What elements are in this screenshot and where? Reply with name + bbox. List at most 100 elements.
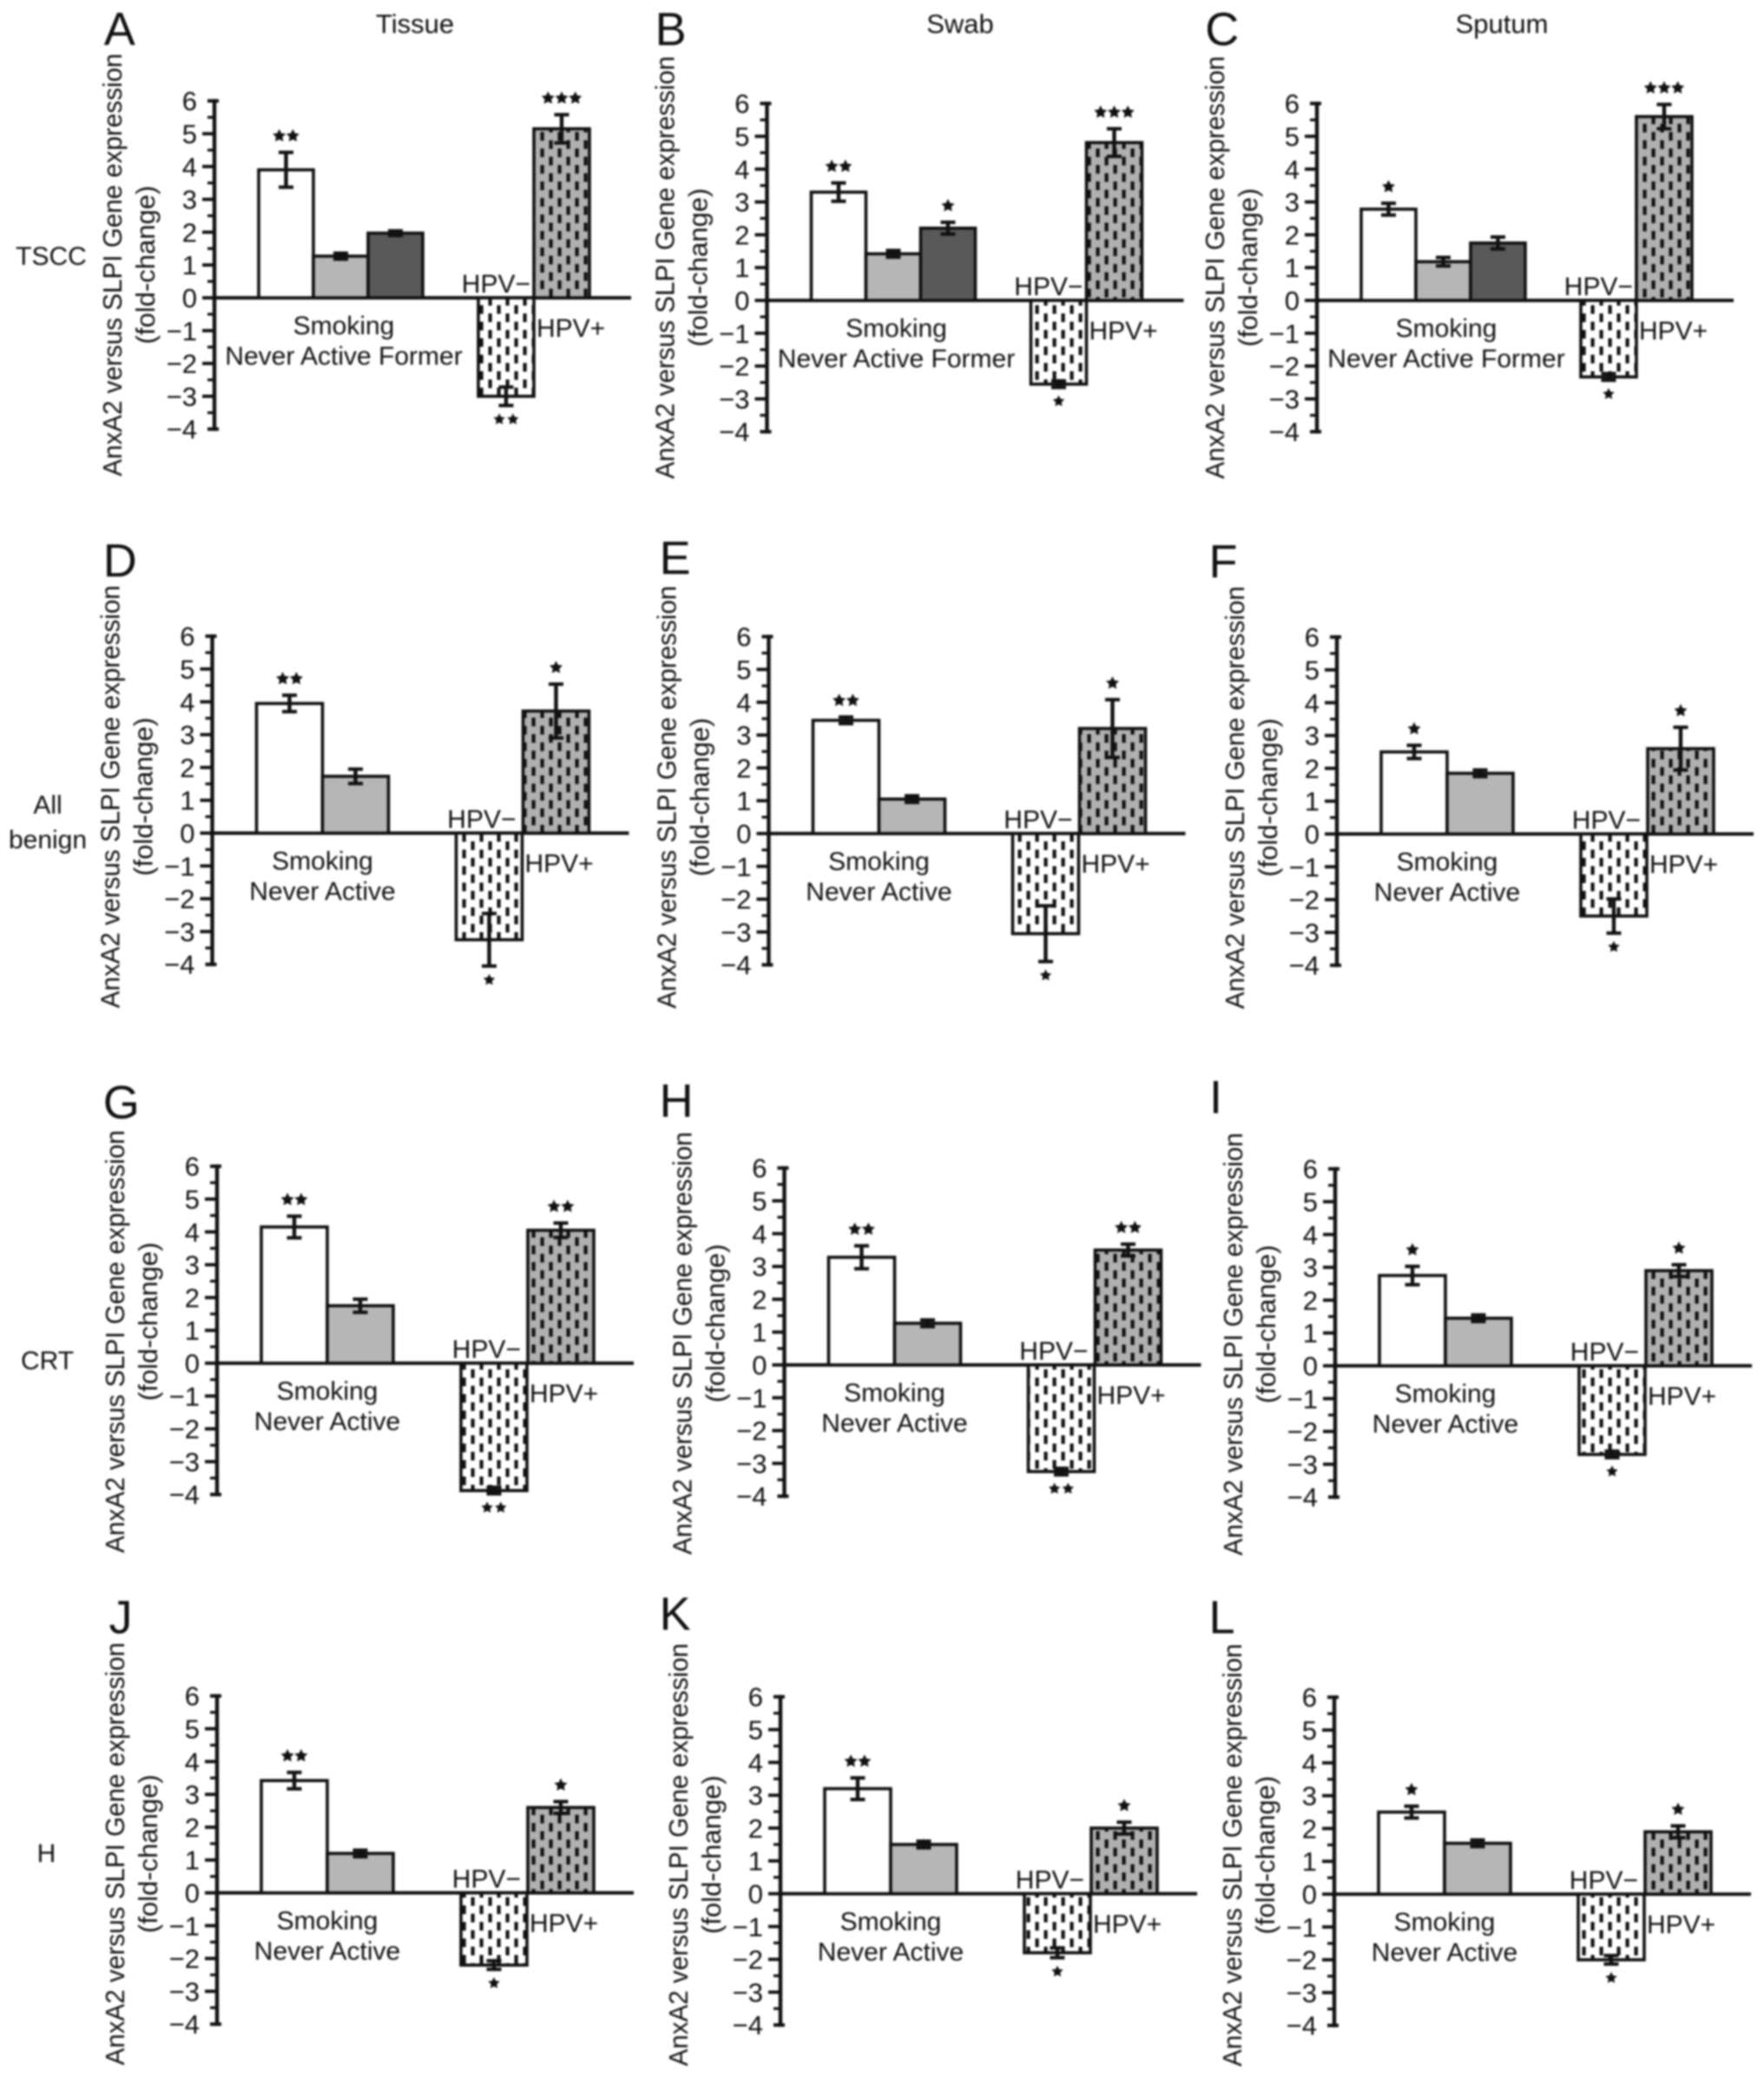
svg-text:HPV−: HPV− <box>452 1865 521 1894</box>
svg-text:5: 5 <box>1303 1187 1318 1217</box>
svg-text:−2: −2 <box>1287 1945 1317 1975</box>
svg-text:−1: −1 <box>736 1383 767 1414</box>
svg-text:−3: −3 <box>721 917 751 947</box>
svg-text:HPV+: HPV+ <box>1648 1382 1716 1411</box>
svg-text:3: 3 <box>734 188 749 218</box>
svg-text:−2: −2 <box>169 1944 200 1974</box>
svg-text:HPV−: HPV− <box>1570 1338 1639 1367</box>
svg-text:−2: −2 <box>1287 1417 1318 1447</box>
svg-text:HPV+: HPV+ <box>530 1909 598 1938</box>
svg-text:−3: −3 <box>164 917 194 947</box>
svg-text:−1: −1 <box>1289 852 1320 882</box>
svg-text:−1: −1 <box>721 852 751 882</box>
svg-text:6: 6 <box>1302 1683 1317 1713</box>
svg-text:4: 4 <box>1285 155 1300 185</box>
svg-text:−4: −4 <box>164 950 194 980</box>
svg-text:HPV+: HPV+ <box>1647 1911 1715 1940</box>
svg-text:−2: −2 <box>733 1945 763 1975</box>
svg-text:2: 2 <box>182 217 197 247</box>
svg-text:Smoking: Smoking <box>1396 314 1497 343</box>
svg-text:(fold-change): (fold-change) <box>1250 1776 1280 1935</box>
svg-text:5: 5 <box>1302 1716 1317 1746</box>
svg-text:AnxA2 versus SLPI Gene express: AnxA2 versus SLPI Gene expression <box>1200 56 1230 479</box>
svg-text:(fold-change): (fold-change) <box>133 1243 163 1401</box>
svg-text:−1: −1 <box>733 1912 763 1942</box>
svg-text:−4: −4 <box>169 1480 200 1510</box>
svg-text:−4: −4 <box>719 417 749 447</box>
svg-text:4: 4 <box>752 1219 767 1249</box>
svg-text:Never Active: Never Active <box>254 1407 400 1436</box>
svg-text:1: 1 <box>1303 1318 1318 1348</box>
svg-text:1: 1 <box>1302 1847 1317 1877</box>
svg-text:3: 3 <box>185 1780 200 1810</box>
svg-text:6: 6 <box>736 622 751 652</box>
svg-text:6: 6 <box>185 1151 200 1182</box>
svg-text:AnxA2 versus SLPI Gene express: AnxA2 versus SLPI Gene expression <box>95 585 126 1008</box>
svg-text:−4: −4 <box>733 2010 763 2040</box>
svg-text:HPV−: HPV− <box>1019 1337 1088 1366</box>
svg-text:(fold-change): (fold-change) <box>683 188 714 347</box>
svg-text:3: 3 <box>185 1250 200 1281</box>
svg-text:AnxA2 versus SLPI Gene express: AnxA2 versus SLPI Gene expression <box>1220 586 1250 1009</box>
svg-text:AnxA2 versus SLPI Gene express: AnxA2 versus SLPI Gene expression <box>668 1132 698 1555</box>
svg-text:Never Active Former: Never Active Former <box>778 345 1015 373</box>
svg-text:HPV+: HPV+ <box>1097 1381 1166 1410</box>
svg-text:6: 6 <box>752 1153 767 1183</box>
svg-text:Never Active: Never Active <box>1372 1410 1518 1439</box>
svg-text:5: 5 <box>734 122 749 152</box>
svg-text:4: 4 <box>180 687 194 717</box>
svg-text:1: 1 <box>748 1846 763 1876</box>
svg-text:AnxA2 versus SLPI Gene express: AnxA2 versus SLPI Gene expression <box>97 54 128 477</box>
svg-text:0: 0 <box>734 286 749 316</box>
svg-text:2: 2 <box>748 1813 763 1843</box>
svg-text:2: 2 <box>1303 1285 1318 1315</box>
svg-text:−1: −1 <box>169 1381 200 1412</box>
svg-text:0: 0 <box>1305 820 1320 850</box>
svg-text:3: 3 <box>752 1252 767 1282</box>
svg-text:HPV+: HPV+ <box>536 314 605 343</box>
svg-text:(fold-change): (fold-change) <box>696 1776 727 1935</box>
svg-text:Never Active: Never Active <box>254 1937 400 1966</box>
svg-text:6: 6 <box>748 1682 763 1712</box>
svg-text:2: 2 <box>752 1284 767 1315</box>
svg-text:Tissue: Tissue <box>376 9 454 39</box>
svg-text:−2: −2 <box>1289 885 1320 915</box>
svg-text:−3: −3 <box>169 1976 200 2007</box>
svg-text:0: 0 <box>185 1878 200 1908</box>
svg-text:AnxA2 versus SLPI Gene express: AnxA2 versus SLPI Gene expression <box>100 1643 130 2066</box>
svg-text:2: 2 <box>1285 220 1300 250</box>
svg-text:4: 4 <box>185 1747 200 1777</box>
svg-text:3: 3 <box>748 1781 763 1811</box>
svg-text:−3: −3 <box>169 1447 200 1477</box>
svg-text:Never Active: Never Active <box>1374 879 1520 907</box>
svg-text:2: 2 <box>1305 754 1320 784</box>
svg-text:4: 4 <box>1303 1220 1318 1250</box>
svg-text:Sputum: Sputum <box>1456 9 1549 39</box>
svg-text:2: 2 <box>180 753 194 783</box>
svg-text:Never Active: Never Active <box>818 1938 964 1967</box>
svg-text:HPV+: HPV+ <box>1639 317 1708 346</box>
svg-text:HPV−: HPV− <box>462 270 530 299</box>
svg-text:3: 3 <box>182 185 197 215</box>
svg-text:4: 4 <box>185 1217 200 1248</box>
svg-text:Smoking: Smoking <box>1397 848 1498 877</box>
svg-text:HPV+: HPV+ <box>530 1380 598 1408</box>
svg-text:5: 5 <box>752 1186 767 1216</box>
svg-text:−3: −3 <box>1287 1978 1317 2008</box>
svg-text:Smoking: Smoking <box>272 847 373 876</box>
svg-text:HPV−: HPV− <box>452 1335 521 1364</box>
svg-text:1: 1 <box>182 250 197 280</box>
svg-text:C: C <box>1205 3 1239 56</box>
svg-text:1: 1 <box>1285 253 1300 283</box>
svg-text:−4: −4 <box>1287 1482 1318 1513</box>
svg-text:4: 4 <box>748 1748 763 1778</box>
svg-text:Smoking: Smoking <box>844 1379 945 1407</box>
svg-text:−2: −2 <box>164 884 194 914</box>
svg-text:HPV−: HPV− <box>1016 1866 1084 1895</box>
svg-text:Never Active: Never Active <box>249 878 395 906</box>
svg-text:Smoking: Smoking <box>277 1907 378 1935</box>
svg-text:(fold-change): (fold-change) <box>130 186 161 345</box>
svg-text:J: J <box>109 1592 133 1644</box>
svg-text:5: 5 <box>182 119 197 149</box>
svg-text:5: 5 <box>185 1714 200 1744</box>
